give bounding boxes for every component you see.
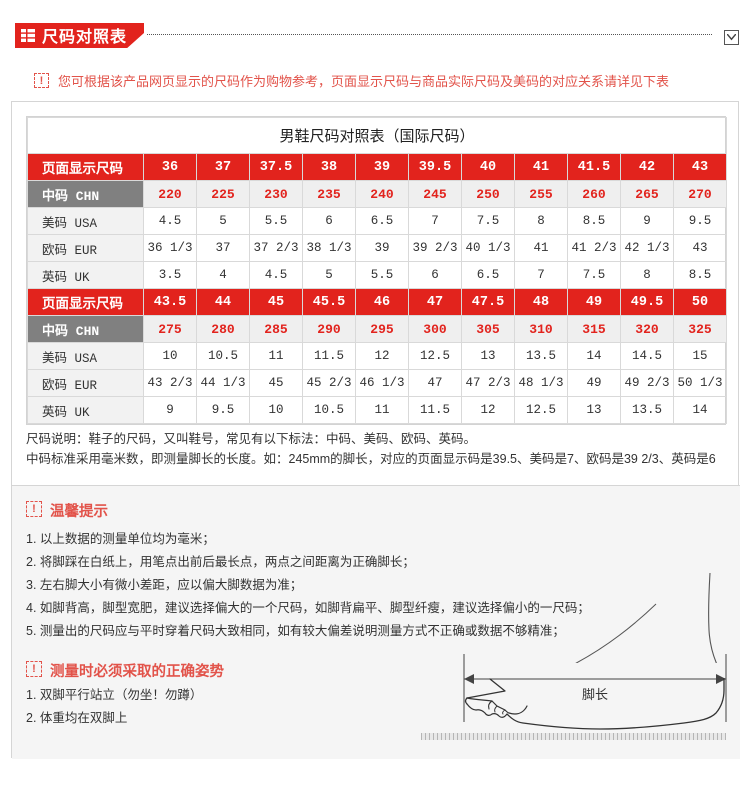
svg-text:脚长: 脚长: [582, 687, 608, 702]
